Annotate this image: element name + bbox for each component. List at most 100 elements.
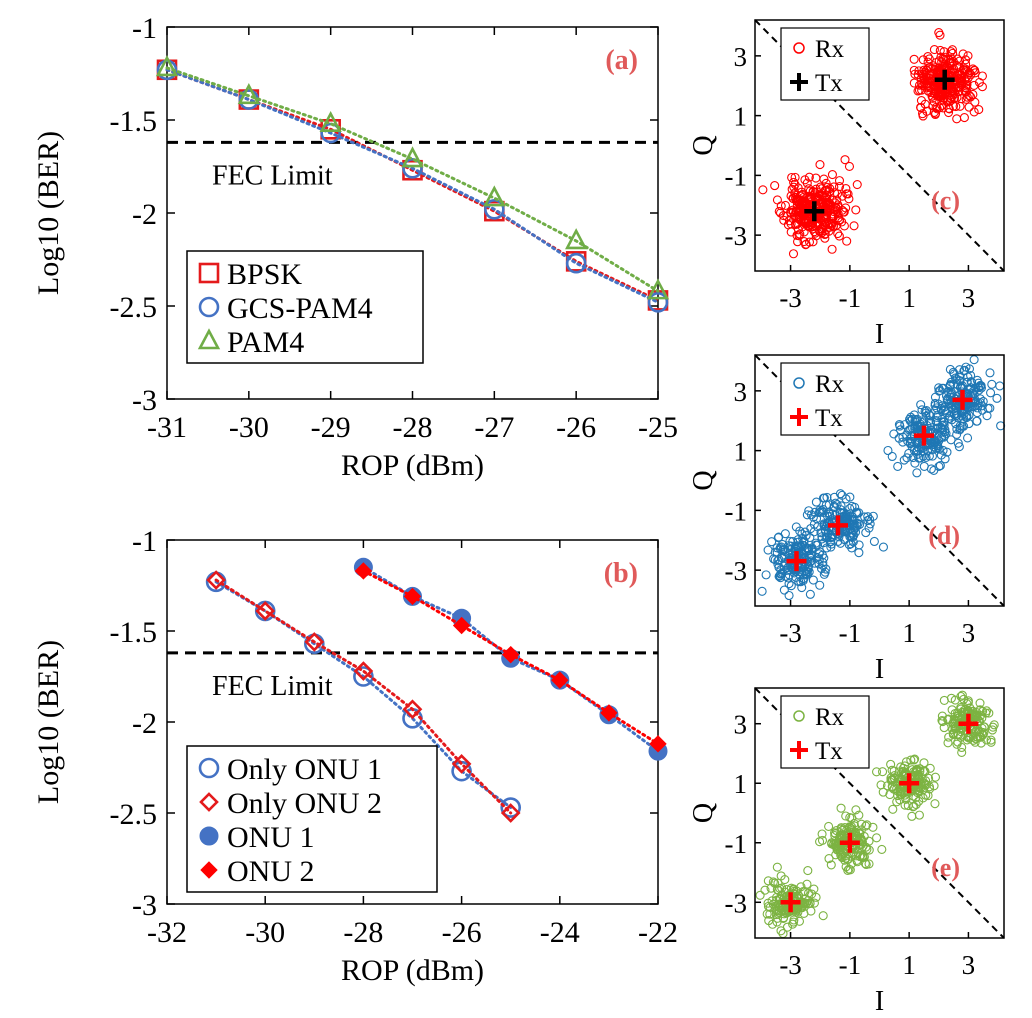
rx-point: [809, 898, 819, 908]
rx-point: [877, 844, 887, 854]
legend-box: [186, 250, 424, 364]
rx-point: [758, 185, 768, 195]
rx-point: [918, 451, 928, 461]
rx-point: [955, 56, 965, 66]
x-axis-label: I: [875, 986, 884, 1017]
data-point-2: [319, 110, 342, 133]
rx-point: [807, 543, 817, 553]
y-tick-label: 3: [734, 42, 748, 72]
y-axis-label: Q: [688, 135, 719, 155]
rx-point: [833, 536, 843, 546]
rx-point: [827, 170, 837, 180]
rx-point: [854, 548, 864, 558]
data-point-2: [646, 278, 670, 300]
rx-point: [901, 794, 911, 804]
tx-point: [952, 389, 973, 410]
data-point-0: [500, 797, 522, 818]
rx-point: [914, 453, 924, 463]
legend-marker: [790, 408, 808, 426]
rx-point: [861, 821, 871, 831]
rx-point: [773, 533, 783, 543]
rx-point: [796, 577, 806, 587]
y-tick-label: 1: [734, 437, 748, 467]
rx-point: [772, 892, 782, 902]
y-axis-label: Q: [688, 803, 719, 823]
rx-point: [962, 699, 972, 709]
rx-point: [772, 862, 782, 872]
rx-point: [921, 72, 932, 82]
rx-point: [815, 160, 825, 170]
rx-point: [906, 424, 916, 434]
rx-point: [793, 237, 803, 247]
rx-point: [906, 755, 916, 765]
y-tick-label: -2.5: [110, 291, 158, 324]
rx-point: [862, 820, 872, 830]
rx-point: [909, 410, 919, 420]
rx-point: [932, 412, 942, 422]
tx-point: [828, 515, 848, 536]
rx-point: [929, 88, 939, 98]
tx-point: [804, 201, 825, 222]
rx-point: [926, 418, 936, 428]
rx-point: [921, 411, 931, 421]
y-tick-label: -1: [725, 161, 748, 191]
legend-box: [780, 695, 870, 769]
rx-point: [889, 429, 899, 439]
rx-point: [910, 414, 920, 425]
legend-marker: [793, 710, 805, 722]
rx-point: [837, 852, 847, 862]
rx-point: [803, 564, 813, 574]
tx-point: [786, 551, 807, 572]
plot-frame: [754, 19, 1005, 272]
rx-point: [975, 394, 985, 404]
rx-point: [854, 508, 864, 518]
rx-point: [788, 207, 799, 217]
rx-point: [948, 367, 958, 377]
data-point-1: [156, 59, 178, 81]
y-tick-label: -1: [725, 496, 748, 526]
rx-point: [840, 155, 850, 165]
rx-point: [841, 184, 851, 194]
rx-point: [850, 827, 860, 837]
rx-point: [872, 833, 882, 843]
data-point-3: [551, 671, 569, 689]
rx-point: [836, 830, 846, 841]
rx-point: [897, 768, 907, 778]
rx-point: [856, 834, 866, 844]
rx-point: [814, 555, 824, 565]
rx-point: [969, 355, 979, 365]
rx-point: [916, 400, 926, 410]
rx-point: [905, 439, 915, 449]
rx-point: [782, 922, 793, 932]
rx-points: [757, 355, 1006, 601]
legend-label: Rx: [815, 704, 845, 731]
rx-point: [954, 442, 964, 452]
data-point-2: [237, 83, 260, 105]
rx-point: [794, 916, 805, 926]
rx-point: [953, 708, 963, 718]
rx-point: [898, 763, 909, 773]
rx-point: [918, 55, 928, 65]
rx-point: [957, 411, 967, 421]
y-tick-label: -3: [132, 384, 157, 417]
rx-point: [929, 781, 939, 791]
rx-point: [959, 65, 969, 75]
x-tick-label: -30: [229, 411, 269, 444]
rx-point: [854, 810, 864, 820]
tx-point: [899, 773, 920, 794]
legend-box: [186, 745, 438, 893]
rx-point: [820, 229, 830, 239]
decision-boundary: [754, 687, 1005, 939]
rx-point: [963, 698, 973, 708]
rx-point: [823, 511, 833, 521]
legend-marker: [793, 377, 805, 389]
rx-point: [826, 539, 836, 549]
rx-point: [819, 569, 829, 579]
rx-point: [851, 805, 861, 815]
rx-point: [951, 419, 961, 429]
rx-point: [965, 385, 975, 395]
rx-point: [769, 554, 779, 564]
rx-point: [914, 796, 924, 806]
rx-point: [871, 767, 882, 777]
data-point-1: [484, 198, 505, 220]
